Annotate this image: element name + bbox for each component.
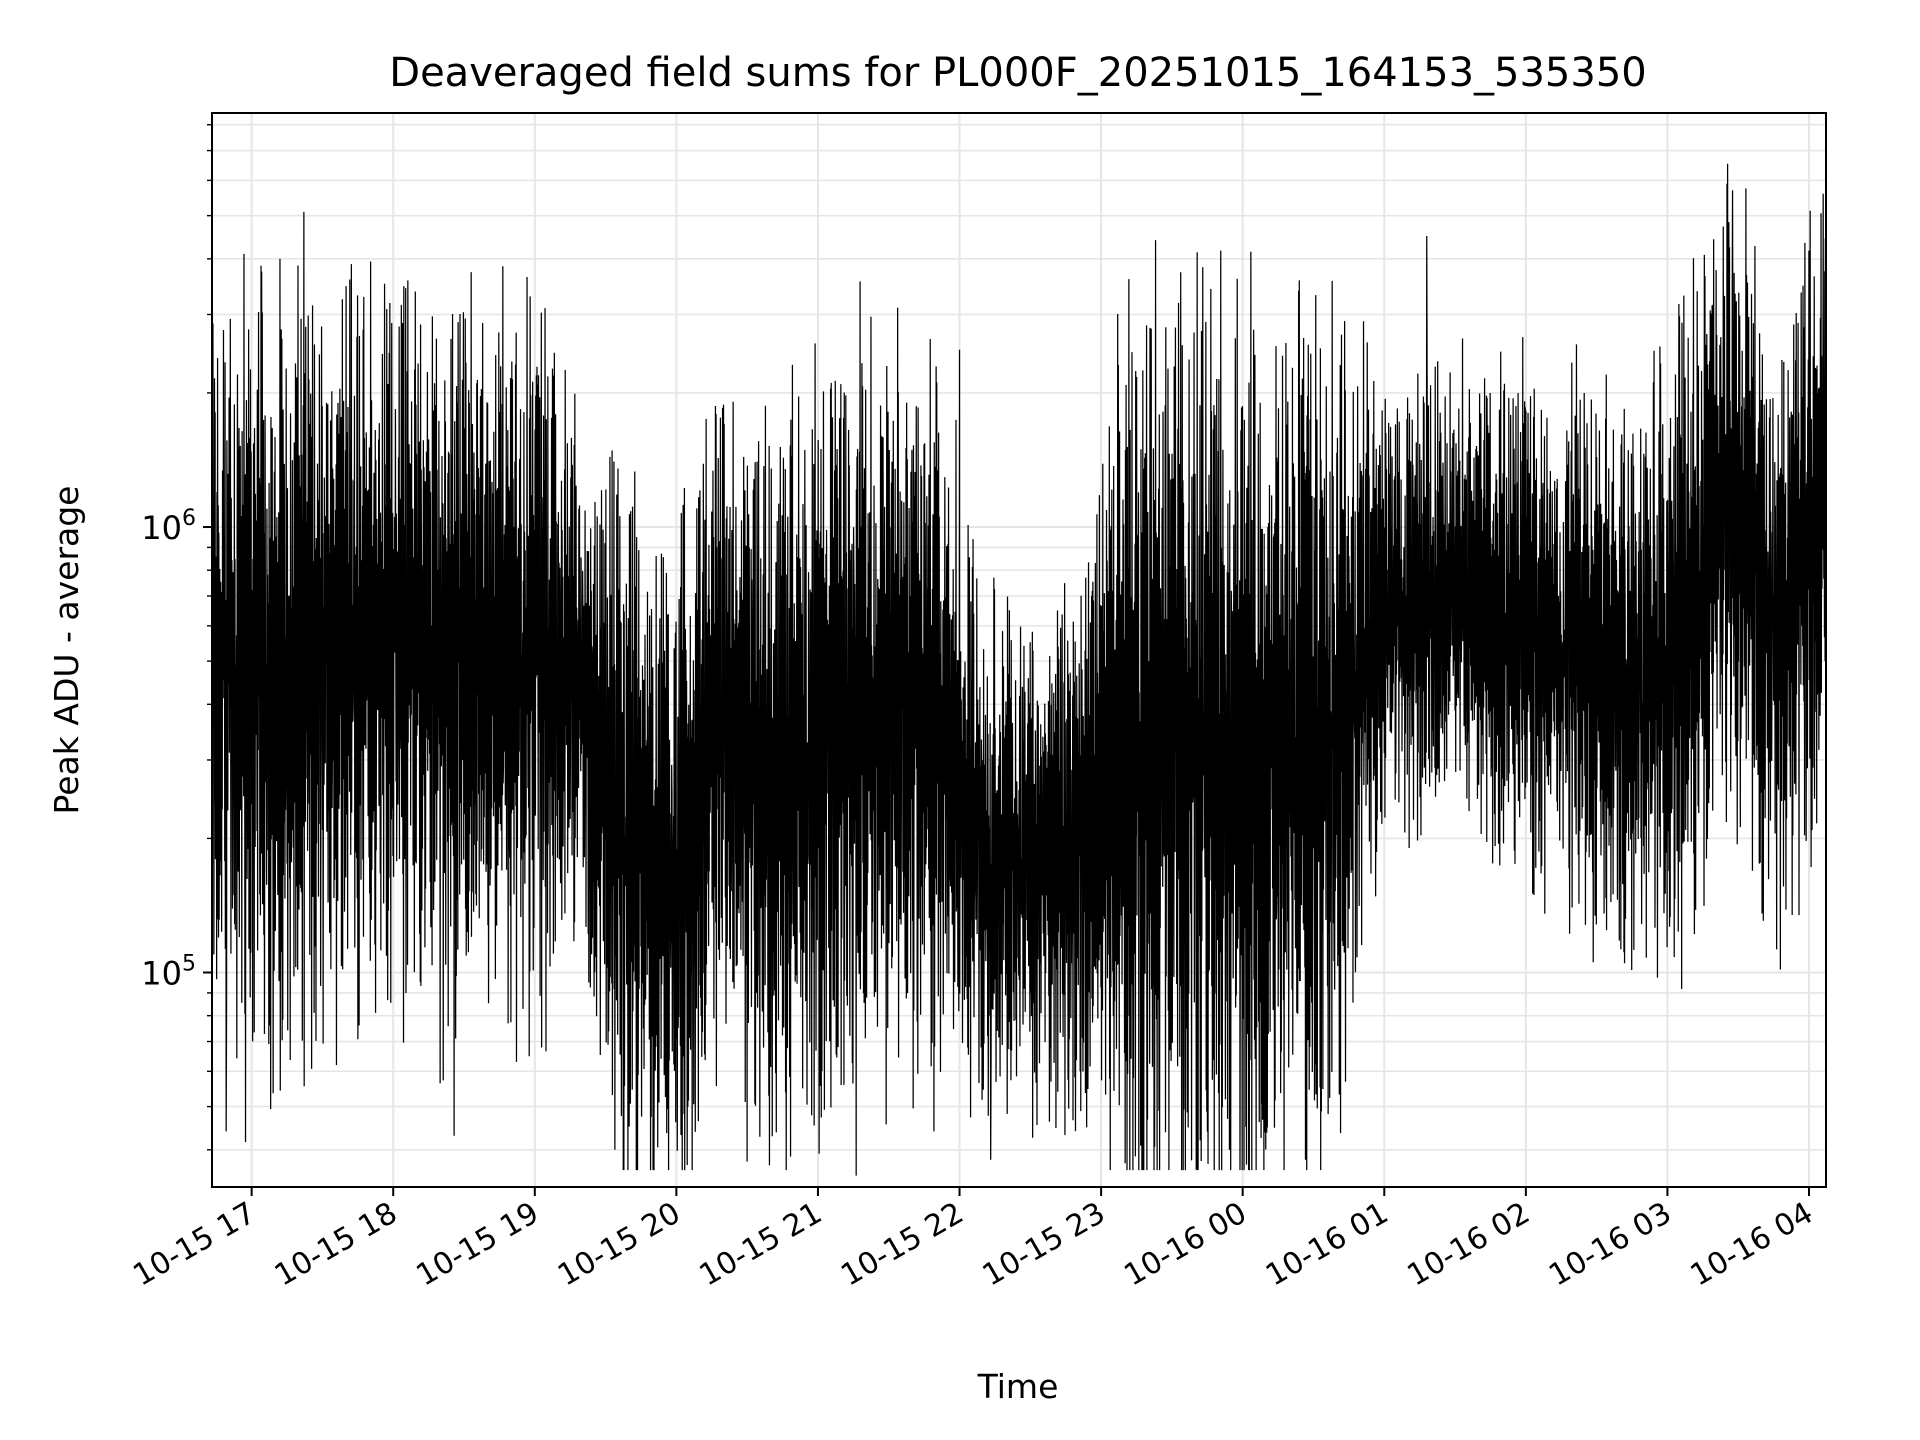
chart-title: Deaveraged field sums for PL000F_2025101… <box>389 50 1646 96</box>
x-axis-label: Time <box>977 1367 1059 1406</box>
y-tick-label: 106 <box>141 506 196 547</box>
y-tick-exponent: 5 <box>182 952 196 977</box>
y-tick-label: 105 <box>141 952 196 993</box>
y-axis-label: Peak ADU - average <box>47 486 86 815</box>
y-tick-base: 10 <box>141 509 182 547</box>
y-tick-exponent: 6 <box>182 506 196 531</box>
plot-frame <box>211 112 1827 1188</box>
y-tick-base: 10 <box>141 955 182 993</box>
series-line <box>212 163 1826 1176</box>
series-layer <box>212 163 1826 1176</box>
